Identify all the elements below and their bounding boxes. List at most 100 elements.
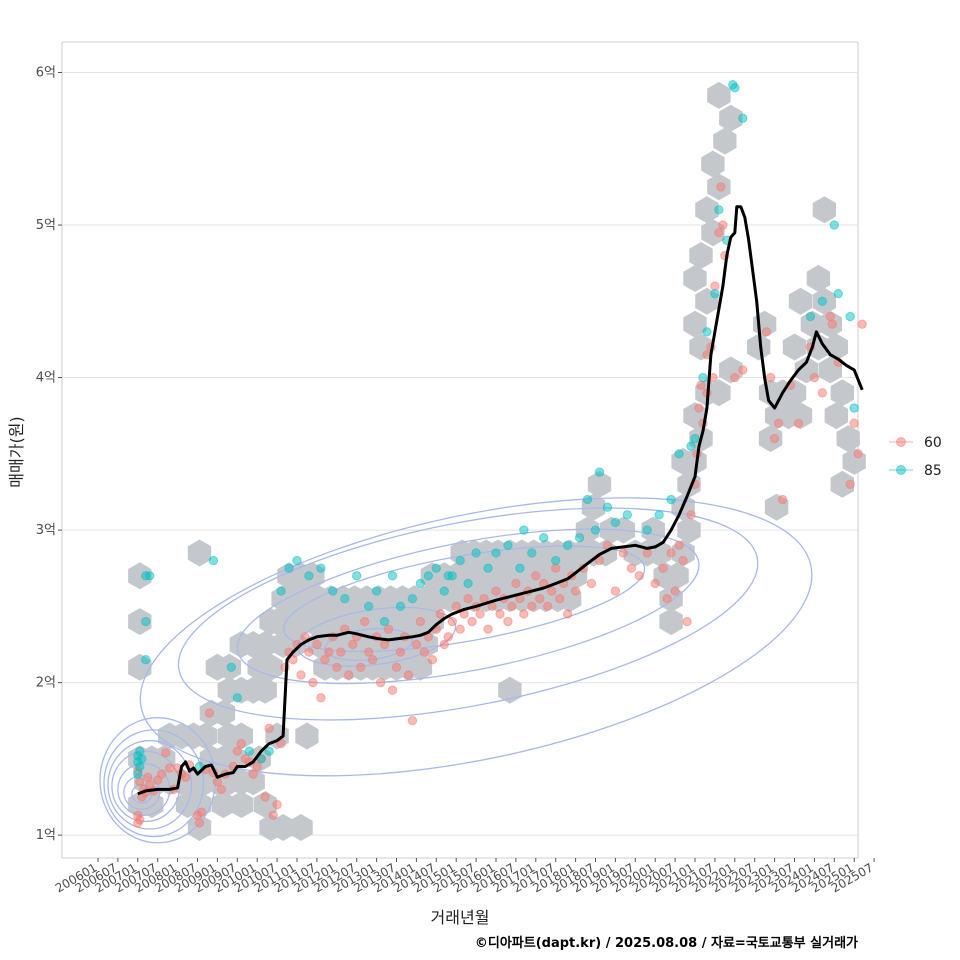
point-60 [355,662,366,673]
point-60 [194,818,205,828]
point-60 [761,327,772,337]
point-85 [292,555,302,566]
point-85 [686,441,696,451]
point-60 [730,372,740,383]
y-tick-label: 1억 [36,828,56,843]
point-60 [543,601,553,612]
point-60 [511,578,521,589]
point-60 [765,372,776,383]
hexbin-cell [665,562,689,590]
point-85 [551,555,561,566]
point-60 [857,319,867,329]
point-85 [443,571,453,581]
point-60 [718,220,728,230]
point-60 [232,746,243,756]
point-60 [143,772,153,782]
y-axis-ticks: 1억 2억 3억 4억 5억 6억 [36,66,62,843]
point-60 [212,777,223,787]
legend-key-point [896,437,906,447]
point-60 [666,548,676,558]
point-60 [455,624,465,634]
point-60 [618,548,629,558]
point-60 [324,647,334,657]
point-85 [574,533,585,543]
point-60 [626,563,637,573]
point-60 [817,388,828,398]
point-85 [849,403,859,413]
point-85 [232,693,243,703]
hexbin-cell [128,608,152,636]
point-85 [829,220,839,230]
point-60 [535,594,545,604]
point-85 [738,113,748,123]
point-85 [845,311,855,322]
density-contour [111,750,181,823]
point-85 [352,571,362,581]
point-85 [503,540,513,551]
point-60 [853,449,863,459]
point-60 [809,372,820,383]
point-60 [777,494,788,505]
point-60 [248,769,258,779]
point-60 [686,510,696,520]
hexbin-cell [241,768,265,796]
point-85 [833,288,843,299]
y-tick-label: 2억 [36,676,56,691]
point-85 [304,571,314,581]
point-85 [491,548,501,558]
caption: ©디아파트(dapt.kr) / 2025.08.08 / 자료=국토교통부 실… [475,935,858,951]
point-60 [662,594,672,604]
point-85 [622,510,633,520]
point-60 [547,586,557,596]
point-60 [387,685,398,695]
point-60 [260,792,270,802]
y-tick-label: 6억 [36,66,56,81]
point-85 [654,510,664,520]
density-contour [177,507,759,721]
point-60 [236,738,246,749]
point-60 [696,380,706,390]
point-60 [674,540,684,551]
point-60 [296,670,306,680]
point-60 [554,594,565,604]
y-tick-label: 3억 [36,523,56,538]
point-85 [690,433,700,444]
hexbin-cell [719,104,743,132]
point-85 [328,586,338,596]
point-85 [340,594,350,604]
point-85 [423,571,434,581]
point-60 [407,716,418,726]
hexbin-cell [408,653,433,681]
density-contours [99,497,813,844]
point-60 [586,578,597,589]
point-60 [272,799,282,810]
hexbin-cell [782,333,807,361]
point-85 [316,563,326,573]
hexbin-cell [295,722,319,750]
point-85 [562,540,573,551]
point-85 [594,467,605,477]
point-60 [435,609,445,619]
point-85 [145,571,155,581]
point-60 [316,693,326,703]
point-60 [312,639,322,650]
point-60 [367,655,378,665]
point-60 [135,777,145,787]
hexbin-cell [187,539,212,567]
point-60 [336,647,346,657]
point-60 [383,624,394,634]
point-85 [141,616,151,627]
hexbin-cell [659,608,683,636]
point-60 [411,639,422,650]
point-85 [135,761,145,772]
point-60 [204,708,215,718]
x-axis-ticks: 2006012006072007012007072008012008072009… [53,858,876,896]
hexbin-cell [683,310,707,338]
point-60 [495,609,505,619]
point-60 [475,609,485,619]
point-85 [527,548,537,558]
point-60 [642,548,652,558]
point-60 [634,571,644,581]
hexbin-cell [788,287,813,315]
hexbin-cell [701,150,725,178]
